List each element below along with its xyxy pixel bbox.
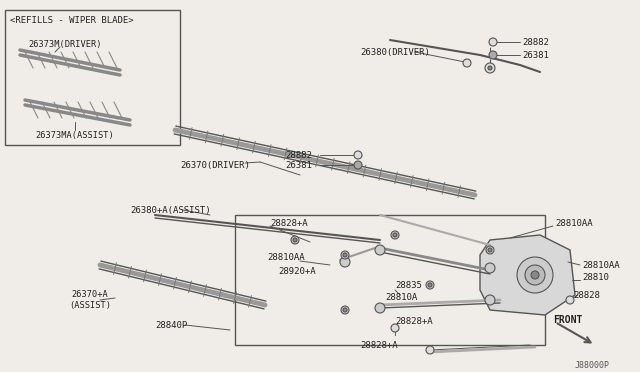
Circle shape xyxy=(293,238,297,242)
Circle shape xyxy=(341,306,349,314)
Text: 28828+A: 28828+A xyxy=(270,218,308,228)
Text: 28810AA: 28810AA xyxy=(555,218,593,228)
Text: 28882: 28882 xyxy=(522,38,549,46)
Text: 26381: 26381 xyxy=(522,51,549,60)
Circle shape xyxy=(428,283,432,287)
Text: 26381: 26381 xyxy=(285,160,312,170)
Circle shape xyxy=(354,151,362,159)
Text: 28840P: 28840P xyxy=(155,321,188,330)
Circle shape xyxy=(525,265,545,285)
Circle shape xyxy=(566,296,574,304)
Circle shape xyxy=(426,281,434,289)
Text: 26380+A(ASSIST): 26380+A(ASSIST) xyxy=(130,205,211,215)
Circle shape xyxy=(426,346,434,354)
Text: 28828+A: 28828+A xyxy=(360,340,397,350)
Circle shape xyxy=(486,246,494,254)
Circle shape xyxy=(488,66,492,70)
Circle shape xyxy=(531,271,539,279)
Circle shape xyxy=(340,257,350,267)
Bar xyxy=(235,215,545,345)
Text: 28810: 28810 xyxy=(582,273,609,282)
Circle shape xyxy=(489,51,497,59)
Circle shape xyxy=(375,303,385,313)
Circle shape xyxy=(341,251,349,259)
Text: J88000P: J88000P xyxy=(575,360,610,369)
Circle shape xyxy=(343,253,347,257)
Text: <REFILLS - WIPER BLADE>: <REFILLS - WIPER BLADE> xyxy=(10,16,134,25)
Circle shape xyxy=(489,38,497,46)
Text: 26380(DRIVER): 26380(DRIVER) xyxy=(360,48,430,57)
Text: 28920+A: 28920+A xyxy=(278,267,316,276)
Circle shape xyxy=(291,236,299,244)
Text: 28835: 28835 xyxy=(395,280,422,289)
Text: 26373MA(ASSIST): 26373MA(ASSIST) xyxy=(36,131,115,140)
Text: 26370+A
(ASSIST): 26370+A (ASSIST) xyxy=(69,290,111,310)
Circle shape xyxy=(375,245,385,255)
Polygon shape xyxy=(480,235,575,315)
Circle shape xyxy=(354,161,362,169)
Bar xyxy=(5,10,180,145)
Circle shape xyxy=(488,248,492,252)
Circle shape xyxy=(391,324,399,332)
Text: 26370(DRIVER): 26370(DRIVER) xyxy=(180,160,250,170)
Circle shape xyxy=(391,231,399,239)
Circle shape xyxy=(463,59,471,67)
Text: 28810AA: 28810AA xyxy=(267,253,305,263)
Circle shape xyxy=(485,295,495,305)
Circle shape xyxy=(393,233,397,237)
Text: 26373M(DRIVER): 26373M(DRIVER) xyxy=(28,39,102,48)
Circle shape xyxy=(343,308,347,312)
Text: 28810AA: 28810AA xyxy=(582,260,620,269)
Circle shape xyxy=(485,263,495,273)
Circle shape xyxy=(517,257,553,293)
Circle shape xyxy=(485,63,495,73)
Text: FRONT: FRONT xyxy=(553,315,582,325)
Text: 28828+A: 28828+A xyxy=(395,317,433,327)
Text: 28882: 28882 xyxy=(285,151,312,160)
Text: 28828: 28828 xyxy=(573,291,600,299)
Text: 28810A: 28810A xyxy=(385,294,417,302)
